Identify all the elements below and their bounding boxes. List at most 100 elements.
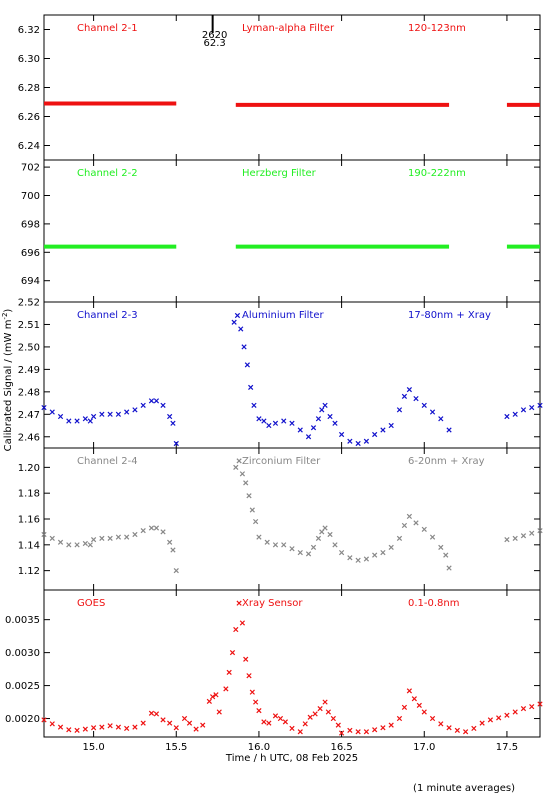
- data-point: [443, 552, 449, 558]
- data-point-stroke: [297, 427, 303, 433]
- data-point-stroke: [249, 689, 255, 695]
- data-point-stroke: [160, 402, 166, 408]
- data-point: [338, 730, 345, 736]
- x-axis-label: Time / h UTC, 08 Feb 2025: [225, 753, 358, 764]
- data-point: [243, 656, 249, 662]
- data-point-stroke: [261, 418, 267, 424]
- data-point-stroke: [401, 704, 408, 710]
- panel-filter-label: Lyman-alpha Filter: [242, 23, 335, 34]
- data-point-stroke: [167, 720, 173, 726]
- data-point: [363, 729, 370, 735]
- y-tick-label: 1.12: [18, 566, 40, 577]
- data-point: [167, 720, 173, 726]
- y-tick-label: 0.0030: [5, 648, 40, 659]
- panel-frame: [43, 159, 541, 303]
- y-tick-label: 6.28: [18, 83, 40, 94]
- data-point-stroke: [248, 384, 254, 390]
- y-tick-label: 1.20: [18, 463, 40, 474]
- data-point-stroke: [504, 712, 510, 718]
- data-point: [297, 729, 303, 735]
- data-point: [153, 711, 160, 717]
- data-point-stroke: [49, 409, 55, 415]
- y-tick-label: 702: [21, 163, 40, 174]
- y-axis-label-close: ): [3, 309, 14, 313]
- data-point: [537, 402, 543, 408]
- data-point-stroke: [479, 720, 485, 726]
- data-point-stroke: [310, 425, 317, 431]
- data-point: [57, 724, 64, 730]
- panel-channel-label: Channel 2-1: [77, 23, 138, 34]
- data-point: [87, 418, 93, 424]
- data-point: [148, 525, 155, 531]
- data-point-stroke: [148, 710, 155, 716]
- data-point: [529, 704, 535, 710]
- data-point: [193, 726, 199, 732]
- data-point-stroke: [253, 518, 259, 525]
- data-point: [74, 542, 80, 548]
- data-point-stroke: [322, 402, 328, 408]
- data-point: [310, 544, 317, 551]
- data-point: [236, 600, 242, 606]
- y-tick-label: 2.49: [18, 365, 40, 376]
- data-point: [229, 649, 236, 656]
- data-point-stroke: [82, 416, 88, 422]
- data-point: [266, 720, 272, 726]
- data-point: [372, 552, 378, 558]
- data-point-stroke: [173, 725, 179, 731]
- data-point: [338, 549, 345, 556]
- data-point-stroke: [338, 431, 345, 438]
- data-point-stroke: [193, 726, 199, 732]
- data-point-stroke: [281, 542, 287, 548]
- data-point: [520, 706, 527, 712]
- data-point: [388, 544, 394, 551]
- data-point-stroke: [411, 696, 417, 702]
- data-point: [99, 724, 105, 730]
- y-axis-label: Calibrated Signal / (mW m-2): [1, 309, 14, 452]
- data-point: [315, 535, 322, 541]
- data-point: [173, 440, 179, 447]
- data-point-stroke: [315, 535, 322, 541]
- data-point-stroke: [140, 527, 146, 534]
- data-point: [213, 692, 219, 698]
- data-point-stroke: [529, 404, 535, 411]
- y-tick-label: 2.48: [18, 387, 40, 398]
- data-point: [170, 420, 176, 426]
- data-point: [282, 719, 289, 725]
- data-point: [140, 527, 146, 534]
- y-tick-label: 1.16: [18, 515, 40, 526]
- x-tick-label: 15.0: [82, 742, 104, 753]
- data-point-stroke: [90, 725, 97, 731]
- data-point-stroke: [99, 411, 105, 417]
- data-point: [216, 709, 222, 715]
- data-point-stroke: [446, 427, 452, 433]
- data-point: [246, 493, 252, 499]
- data-point-stroke: [66, 727, 72, 733]
- panel-frame: [43, 301, 541, 449]
- data-point-stroke: [406, 688, 413, 694]
- data-point: [372, 727, 378, 733]
- data-point-stroke: [236, 458, 242, 464]
- data-point-stroke: [57, 539, 64, 545]
- data-point-stroke: [496, 715, 502, 721]
- data-point-stroke: [446, 565, 452, 571]
- data-point-stroke: [332, 420, 338, 426]
- data-point: [281, 418, 287, 424]
- data-point-stroke: [289, 546, 295, 552]
- data-point: [277, 715, 284, 722]
- data-point: [537, 701, 543, 707]
- y-tick-label: 698: [21, 219, 40, 230]
- data-point-stroke: [223, 686, 229, 692]
- data-point-stroke: [115, 724, 122, 730]
- data-point: [115, 411, 122, 417]
- data-point: [338, 431, 345, 438]
- data-point: [512, 411, 518, 417]
- data-point-stroke: [74, 418, 80, 424]
- data-point: [115, 724, 122, 730]
- data-point-stroke: [312, 711, 318, 717]
- data-point-stroke: [438, 544, 444, 551]
- panel-channel-label: Channel 2-3: [77, 310, 138, 321]
- data-point-stroke: [57, 724, 64, 730]
- data-point-stroke: [504, 413, 510, 420]
- data-point: [57, 539, 64, 545]
- data-point: [49, 409, 55, 415]
